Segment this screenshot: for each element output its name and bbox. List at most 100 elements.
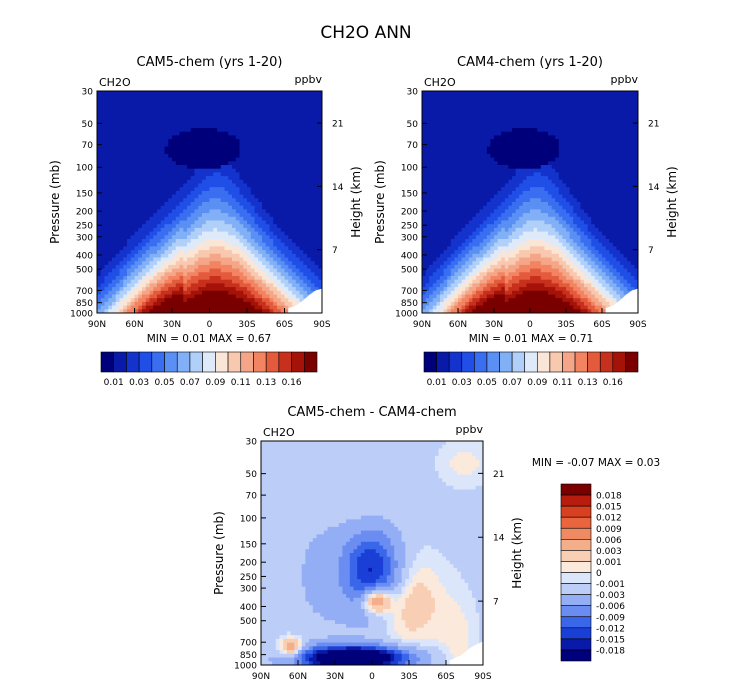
colorbar-label: 0.16: [603, 378, 623, 388]
y-tick-label: 500: [401, 266, 418, 276]
colorbar: 0.0180.0150.0120.0090.0060.0030.0010-0.0…: [560, 483, 625, 662]
colorbar-swatch: [164, 351, 178, 373]
colorbar-label: 0.003: [596, 547, 622, 557]
y-tick-label: 70: [246, 492, 258, 502]
colorbar-swatch: [278, 351, 292, 373]
y-tick-label: 50: [246, 470, 258, 480]
y2-tick-label: 21: [648, 120, 659, 130]
max-value: 0.03: [637, 457, 660, 469]
colorbar-swatch: [499, 351, 513, 373]
x-tick-label: 0: [527, 320, 533, 330]
colorbar-swatch: [560, 561, 592, 573]
y-tick-label: 850: [76, 299, 93, 309]
colorbar: 0.01 0.03 0.05 0.07 0.09 0.11 0.13 0.16: [423, 351, 639, 388]
colorbar-swatch: [560, 627, 592, 640]
x-tick-label: 90N: [88, 320, 106, 330]
colorbar-label: 0.01: [427, 378, 447, 388]
colorbar-swatch: [560, 605, 592, 618]
colorbar-label: 0.05: [477, 378, 497, 388]
y-tick-label: 300: [240, 585, 257, 595]
colorbar-swatch: [202, 351, 216, 373]
panel-title: CAM4-chem (yrs 1-20): [457, 55, 603, 70]
y-tick-label: 100: [240, 514, 257, 524]
colorbar-swatch: [560, 616, 592, 629]
colorbar-swatch: [113, 351, 127, 373]
colorbar-swatch: [562, 351, 576, 373]
colorbar-swatch: [215, 351, 229, 373]
y-tick-label: 30: [246, 438, 258, 448]
y-axis-label: Pressure (mb): [212, 511, 226, 595]
panel-cam5: 3050701001502002503004005007008501000211…: [48, 55, 363, 388]
colorbar-label: -0.003: [596, 591, 625, 601]
colorbar-label: 0.006: [596, 536, 622, 546]
variable-label: CH2O: [424, 76, 456, 89]
x-tick-label: 90N: [413, 320, 431, 330]
colorbar-swatch: [100, 351, 115, 373]
y2-tick-label: 7: [332, 246, 338, 256]
y-tick-label: 700: [240, 639, 257, 649]
x-tick-label: 90N: [252, 672, 270, 682]
colorbar-label: 0.018: [596, 492, 622, 502]
y-tick-label: 700: [76, 287, 93, 297]
x-tick-label: 90S: [313, 320, 330, 330]
x-tick-label: 90S: [629, 320, 646, 330]
y-tick-label: 70: [82, 141, 94, 151]
min-value: 0.01: [182, 333, 209, 345]
y-tick-label: 500: [240, 617, 257, 627]
y-tick-label: 400: [240, 603, 257, 613]
y2-tick-label: 14: [332, 183, 344, 193]
x-tick-label: 60S: [593, 320, 610, 330]
colorbar-label: 0.03: [452, 378, 472, 388]
min-max-readout: MIN = -0.07 MAX = 0.03: [532, 457, 660, 469]
y-tick-label: 150: [240, 540, 257, 550]
y-tick-label: 100: [76, 164, 93, 174]
colorbar-swatch: [560, 649, 592, 662]
x-tick-label: 30N: [485, 320, 503, 330]
colorbar-swatch: [560, 638, 592, 651]
colorbar-label: -0.018: [596, 646, 625, 656]
colorbar-swatch: [560, 594, 592, 606]
y2-tick-label: 14: [493, 534, 505, 544]
colorbar-label: 0.001: [596, 558, 622, 568]
y-tick-label: 150: [401, 189, 418, 199]
y2-tick-label: 7: [648, 246, 654, 256]
x-tick-label: 30S: [400, 672, 417, 682]
colorbar-label: 0.015: [596, 503, 622, 513]
colorbar-swatch: [436, 351, 450, 373]
y-tick-label: 50: [82, 120, 94, 130]
min-value: 0.01: [504, 333, 531, 345]
max-value: 0.71: [570, 333, 593, 345]
panel-title: CAM5-chem (yrs 1-20): [137, 55, 283, 70]
colorbar-label: 0.03: [129, 378, 149, 388]
y2-tick-label: 21: [493, 470, 504, 480]
min-value: -0.07: [567, 457, 598, 469]
max-label: MAX =: [531, 333, 570, 345]
y2-axis-label: Height (km): [510, 517, 524, 588]
colorbar-label: 0.05: [155, 378, 175, 388]
y2-tick-label: 14: [648, 183, 660, 193]
colorbar-swatch: [560, 539, 592, 551]
y-axis-label: Pressure (mb): [48, 160, 62, 244]
colorbar-swatch: [560, 527, 592, 540]
colorbar-swatch: [176, 351, 191, 373]
y-tick-label: 30: [407, 88, 419, 98]
y-tick-label: 850: [240, 651, 257, 661]
y-tick-label: 700: [401, 287, 418, 297]
x-tick-label: 30N: [326, 672, 344, 682]
colorbar-swatch: [560, 550, 592, 562]
colorbar-label: -0.012: [596, 624, 625, 634]
panel-title: CAM5-chem - CAM4-chem: [287, 405, 456, 420]
x-tick-label: 60N: [449, 320, 467, 330]
colorbar-swatch: [138, 351, 153, 373]
colorbar-swatch: [151, 351, 165, 373]
y-tick-label: 400: [76, 251, 93, 261]
y-tick-label: 250: [76, 222, 93, 232]
colorbar-swatch: [448, 351, 463, 373]
panel-cam4: 3050701001502002503004005007008501000211…: [373, 55, 679, 388]
panel-difference: 3050701001502002503004005007008501000211…: [212, 405, 660, 682]
colorbar-label: 0: [596, 569, 602, 579]
colorbar-swatch: [549, 351, 563, 373]
colorbar-swatch: [560, 494, 592, 507]
colorbar-swatch: [474, 351, 488, 373]
